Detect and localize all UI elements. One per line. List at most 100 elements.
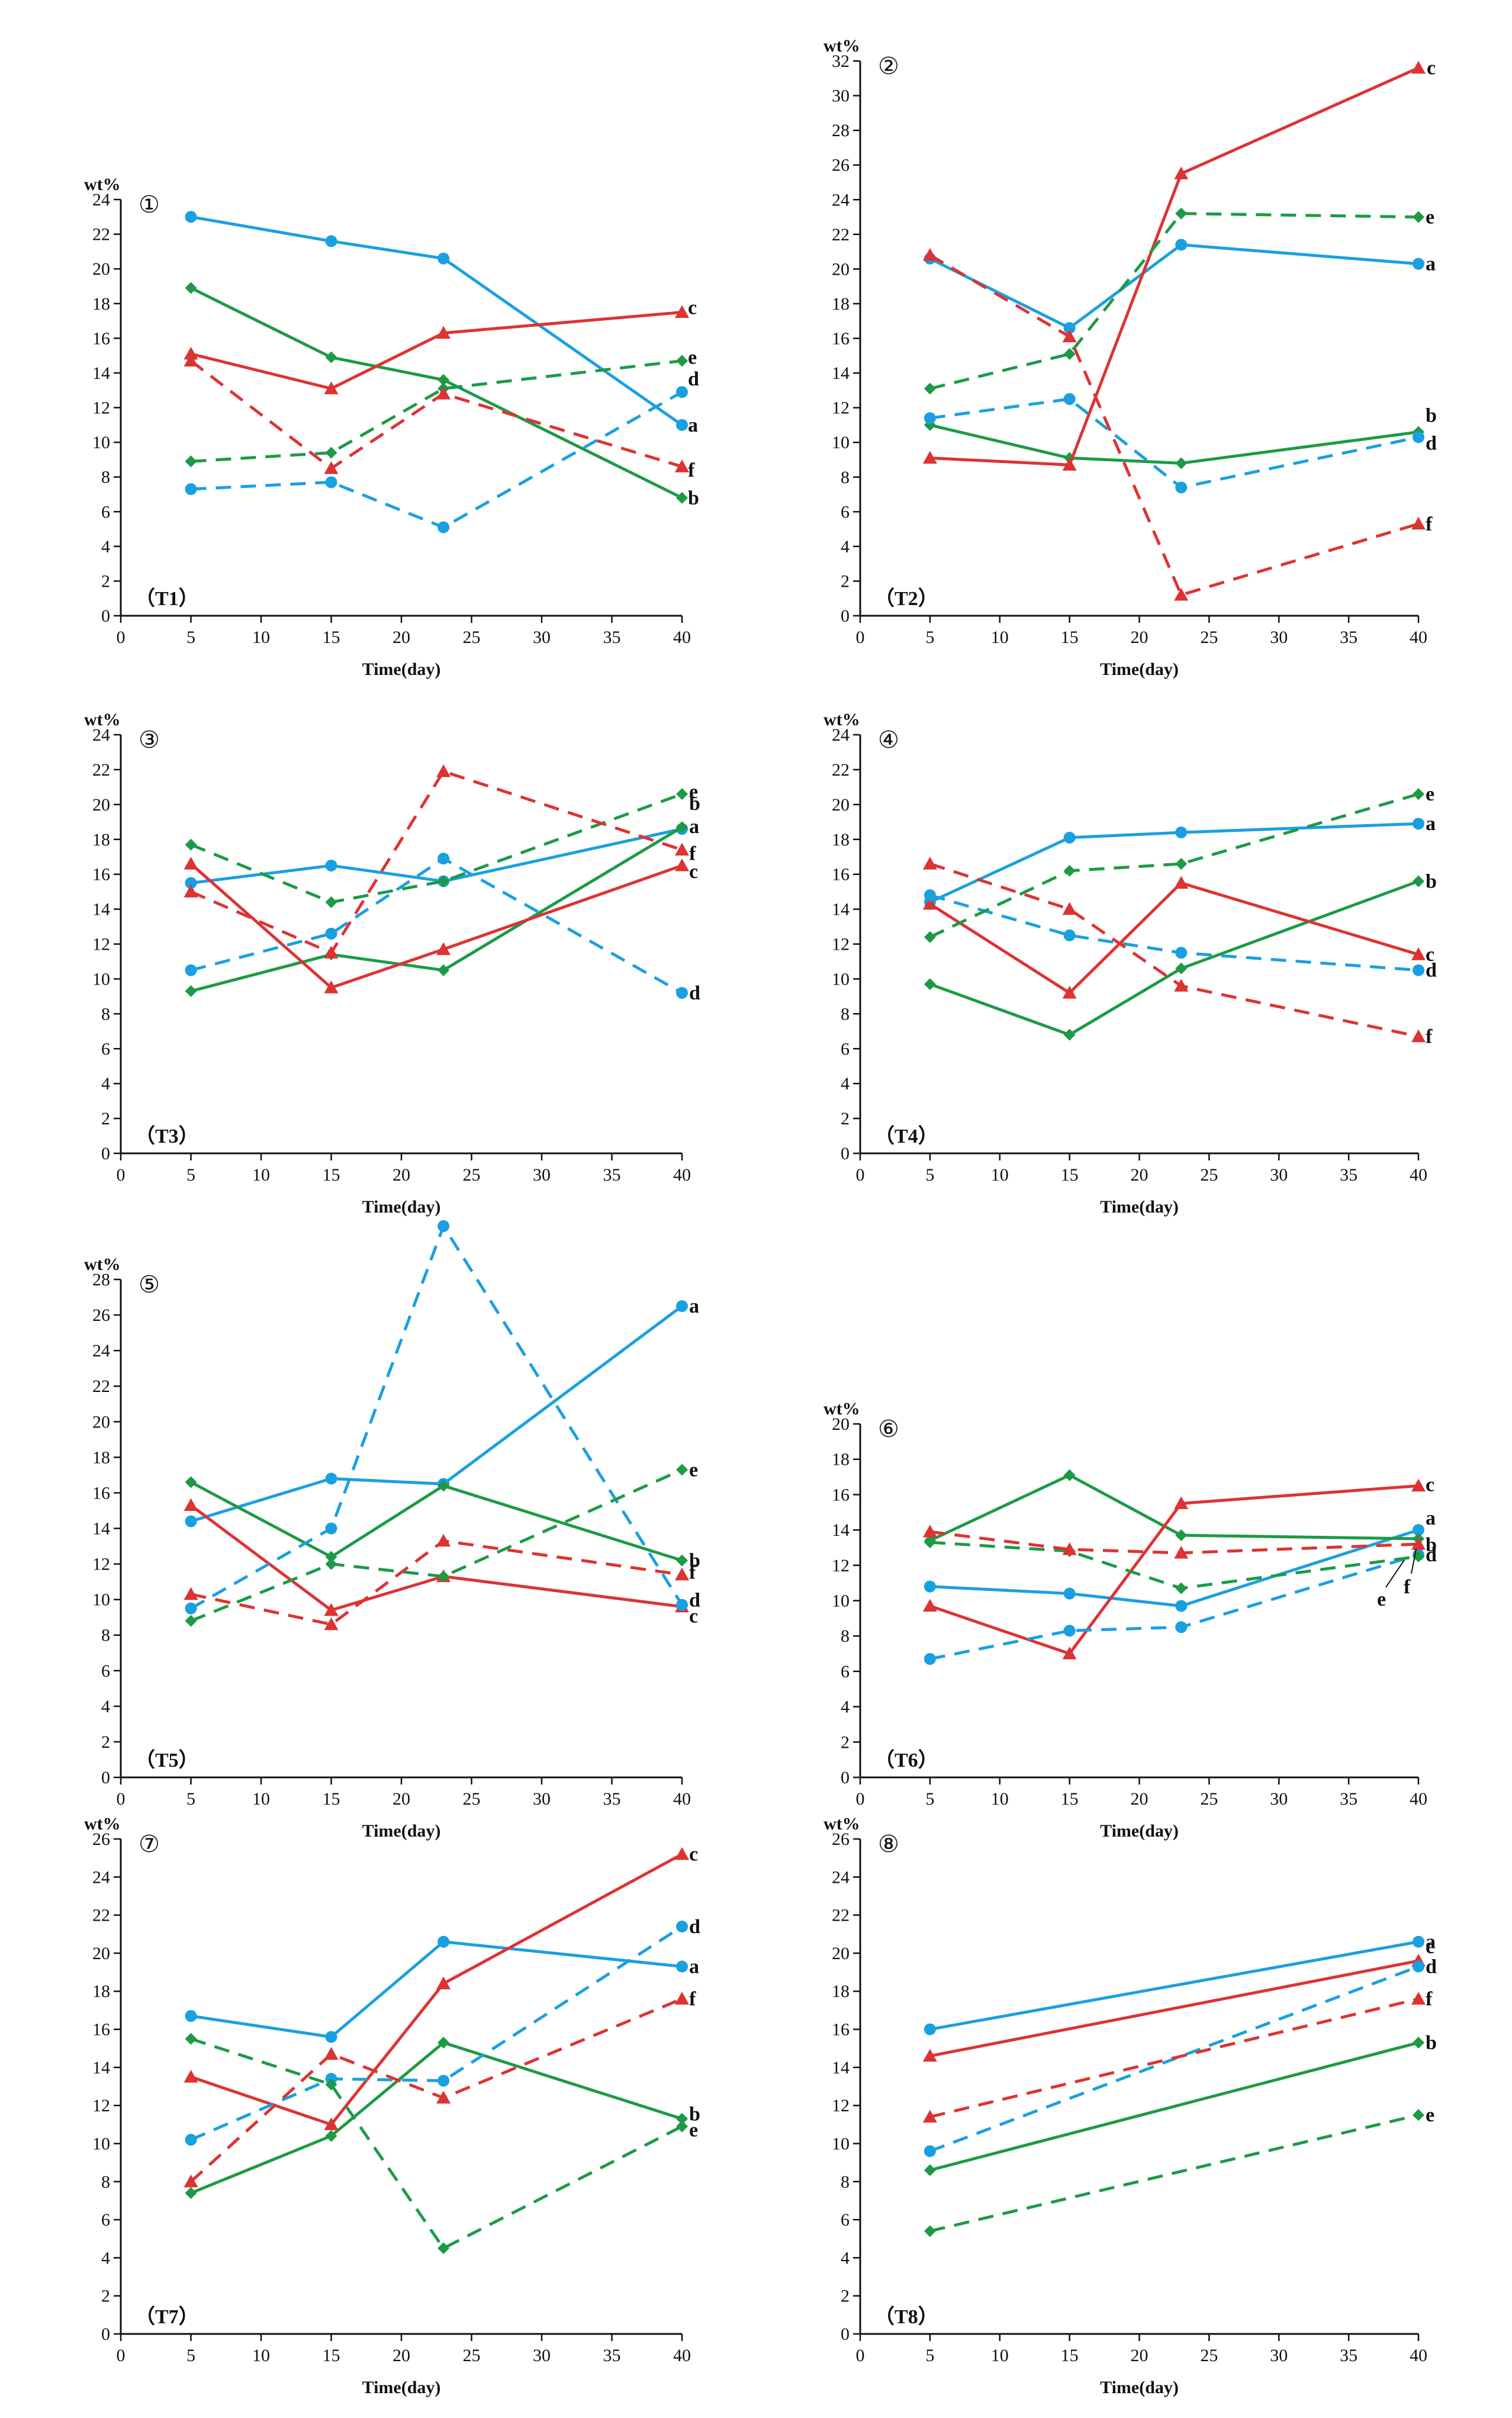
data-point-e [924, 931, 936, 943]
panel-number: ① [139, 191, 160, 218]
y-axis-title: wt% [84, 1814, 121, 1834]
data-point-f [1174, 979, 1189, 992]
data-point-a [437, 252, 450, 265]
x-tick-label: 10 [252, 628, 270, 647]
data-point-a [185, 2010, 197, 2022]
series-e: e [924, 783, 1434, 943]
x-tick-label: 10 [991, 2346, 1009, 2365]
y-tick-label: 30 [832, 86, 850, 106]
x-axis-title: Time(day) [362, 1821, 441, 1841]
data-point-c [184, 2069, 198, 2083]
x-tick-label: 20 [1131, 628, 1149, 647]
y-tick-label: 0 [101, 1144, 110, 1163]
data-point-f [436, 764, 451, 777]
x-tick-label: 5 [186, 628, 195, 647]
y-axis-title: wt% [823, 36, 860, 56]
series-label-e: e [1426, 783, 1434, 805]
series-f: f [184, 1988, 696, 2188]
series-line-d [929, 893, 1419, 972]
data-point-b [437, 2037, 450, 2049]
series-label-a: a [689, 1956, 699, 1978]
y-tick-label: 18 [92, 294, 110, 314]
series-line-c [190, 1504, 683, 1612]
x-tick-label: 40 [673, 628, 691, 647]
x-axis-title: Time(day) [362, 2378, 441, 2397]
data-point-f [324, 461, 339, 474]
series-e: e [185, 781, 698, 908]
data-point-c [184, 346, 198, 360]
data-point-f [324, 946, 339, 959]
y-tick-label: 24 [92, 190, 110, 210]
data-point-f [1411, 1992, 1426, 2005]
data-point-b [1413, 875, 1424, 888]
series-line-f [929, 1997, 1419, 2118]
series-label-b: b [688, 487, 699, 509]
y-tick-label: 24 [92, 725, 110, 745]
series-c: c [922, 1474, 1434, 1660]
series-label-a: a [688, 414, 698, 436]
series-f: f [184, 764, 696, 959]
series-line-f [929, 253, 1419, 597]
data-point-e [437, 875, 450, 888]
x-tick-label: 10 [991, 628, 1009, 647]
data-point-f [436, 1533, 451, 1547]
y-tick-label: 14 [832, 1520, 850, 1540]
x-tick-label: 0 [856, 1165, 865, 1185]
series-a: a [185, 1935, 699, 2043]
series-f: f [922, 1525, 1426, 1598]
x-tick-label: 5 [925, 2346, 934, 2365]
data-point-d [676, 386, 688, 398]
y-tick-label: 8 [101, 468, 110, 487]
y-tick-label: 26 [832, 156, 850, 175]
data-point-d [437, 853, 450, 865]
data-point-d [185, 964, 197, 976]
series-label-d: d [689, 982, 700, 1004]
series-a: a [185, 211, 698, 436]
data-point-f [1411, 1029, 1426, 1043]
series-line-f [190, 770, 683, 954]
y-tick-label: 16 [92, 329, 110, 348]
y-tick-label: 6 [101, 2210, 110, 2230]
x-tick-label: 25 [1200, 2346, 1218, 2365]
series-b: b [185, 2037, 700, 2200]
x-tick-label: 25 [1200, 1165, 1218, 1185]
series-label-c: c [1426, 944, 1434, 966]
series-c: c [184, 856, 698, 993]
data-point-d [1175, 947, 1188, 959]
y-tick-label: 12 [832, 398, 850, 418]
data-point-e [924, 382, 936, 395]
data-point-e [325, 446, 337, 459]
y-tick-label: 16 [832, 1485, 850, 1504]
panel-tag: （T7） [135, 2305, 199, 2328]
data-point-b [676, 821, 688, 834]
series-line-b [190, 1481, 683, 1562]
series-a: a [924, 1931, 1436, 2036]
series-label-a: a [689, 1295, 699, 1317]
y-tick-label: 10 [92, 1590, 110, 1610]
series-line-e [190, 2037, 683, 2250]
x-tick-label: 10 [252, 1789, 270, 1809]
series-line-d [191, 390, 683, 529]
y-tick-label: 20 [832, 1944, 850, 1963]
series-label-f: f [688, 459, 695, 481]
x-tick-label: 25 [463, 2346, 481, 2365]
y-tick-label: 20 [832, 1414, 850, 1434]
data-point-c [1062, 458, 1077, 471]
y-tick-label: 4 [841, 537, 850, 557]
series-line-b [190, 825, 683, 993]
series-label-c: c [689, 861, 698, 883]
x-tick-label: 5 [186, 2346, 195, 2365]
data-point-b [1063, 1469, 1076, 1481]
series-label-b: b [1426, 2032, 1437, 2054]
series-label-c: c [689, 1606, 698, 1628]
data-point-d [437, 2075, 450, 2087]
series-line-f [189, 359, 683, 470]
data-point-a [1413, 258, 1424, 270]
x-tick-label: 35 [1340, 1789, 1357, 1809]
y-tick-label: 4 [841, 1074, 850, 1094]
data-point-c [675, 858, 689, 872]
data-point-d [1063, 1625, 1076, 1637]
series-f: f [922, 856, 1433, 1048]
x-tick-label: 5 [925, 1789, 934, 1809]
